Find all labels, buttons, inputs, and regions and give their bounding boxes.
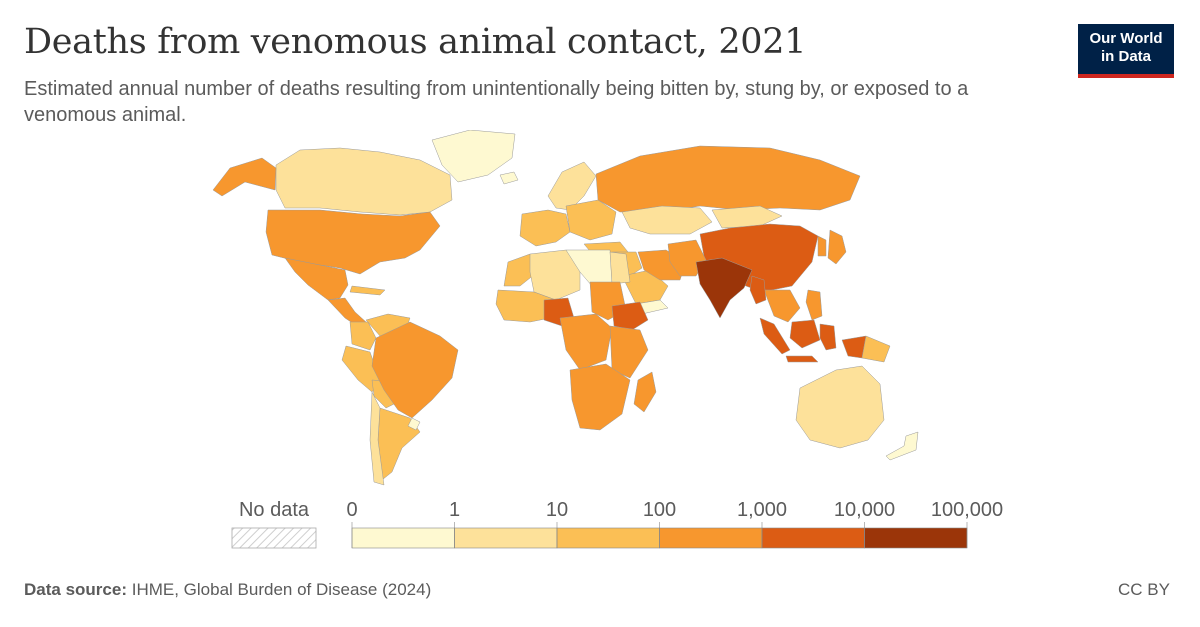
chart-title: Deaths from venomous animal contact, 202… <box>24 22 807 62</box>
region-kazakhstan[interactable] <box>621 205 713 235</box>
region-western-europe[interactable] <box>519 209 571 247</box>
region-sumatra[interactable] <box>759 317 791 355</box>
region-colombia[interactable] <box>349 321 377 351</box>
region-madagascar[interactable] <box>633 371 657 413</box>
region-afghanistan-pakistan[interactable] <box>667 239 707 277</box>
region-australia[interactable] <box>795 365 885 449</box>
region-greenland[interactable] <box>431 130 516 183</box>
region-brazil[interactable] <box>371 321 459 419</box>
region-united-states[interactable] <box>265 209 441 275</box>
region-chile[interactable] <box>369 391 385 486</box>
legend-bin-3[interactable] <box>659 527 763 549</box>
legend-tick-label: 0 <box>346 499 357 521</box>
region-java[interactable] <box>785 355 819 363</box>
chart-subtitle: Estimated annual number of deaths result… <box>24 78 969 126</box>
legend-tick-label: 10,000 <box>834 499 895 521</box>
legend-tick-label: 1,000 <box>737 499 787 521</box>
region-southern-africa[interactable] <box>569 363 631 431</box>
legend-tick-label: 100 <box>643 499 676 521</box>
data-source-label: Data source: <box>24 580 127 599</box>
region-papua-new-guinea[interactable] <box>861 335 891 363</box>
legend-bin-0[interactable] <box>351 527 455 549</box>
color-legend: No data 0 1 10 100 1,000 10,000 100,000 <box>231 499 1003 549</box>
region-mexico[interactable] <box>284 257 349 301</box>
region-mongolia[interactable] <box>711 205 783 229</box>
legend-bin-2[interactable] <box>556 527 660 549</box>
region-cuba[interactable] <box>349 285 386 296</box>
legend-no-data-label: No data <box>239 499 310 521</box>
region-scandinavia[interactable] <box>547 161 597 211</box>
region-korea[interactable] <box>817 235 827 257</box>
logo-line-1: Our World <box>1089 30 1163 47</box>
owid-logo[interactable]: Our World in Data <box>1078 24 1174 78</box>
license-link[interactable]: CC BY <box>1118 580 1170 599</box>
data-source-text[interactable]: IHME, Global Burden of Disease (2024) <box>131 580 432 599</box>
legend-bin-5[interactable] <box>864 527 968 549</box>
region-myanmar[interactable] <box>749 275 767 305</box>
region-ethiopia[interactable] <box>611 301 649 331</box>
legend-tick-label: 10 <box>546 499 568 521</box>
logo-line-2: in Data <box>1100 48 1151 65</box>
region-new-zealand[interactable] <box>885 431 919 461</box>
region-iceland[interactable] <box>499 171 519 185</box>
region-alaska[interactable] <box>212 157 277 197</box>
region-borneo[interactable] <box>789 319 821 349</box>
world-map <box>212 130 919 486</box>
region-canada[interactable] <box>275 147 453 216</box>
legend-no-data-swatch <box>231 527 317 549</box>
region-sulawesi[interactable] <box>819 323 837 351</box>
legend-bin-1[interactable] <box>454 527 558 549</box>
region-philippines[interactable] <box>805 289 823 321</box>
region-egypt[interactable] <box>609 251 631 285</box>
legend-tick-label: 100,000 <box>931 499 1003 521</box>
legend-tick-label: 1 <box>449 499 460 521</box>
region-russia[interactable] <box>595 145 861 213</box>
region-central-africa[interactable] <box>559 313 613 371</box>
region-india[interactable] <box>695 257 753 319</box>
region-east-africa[interactable] <box>609 325 649 379</box>
legend-bin-4[interactable] <box>761 527 865 549</box>
region-uruguay[interactable] <box>407 417 421 431</box>
data-source: Data source: IHME, Global Burden of Dise… <box>24 580 431 600</box>
region-japan[interactable] <box>827 229 847 265</box>
region-southeast-asia[interactable] <box>763 289 801 323</box>
